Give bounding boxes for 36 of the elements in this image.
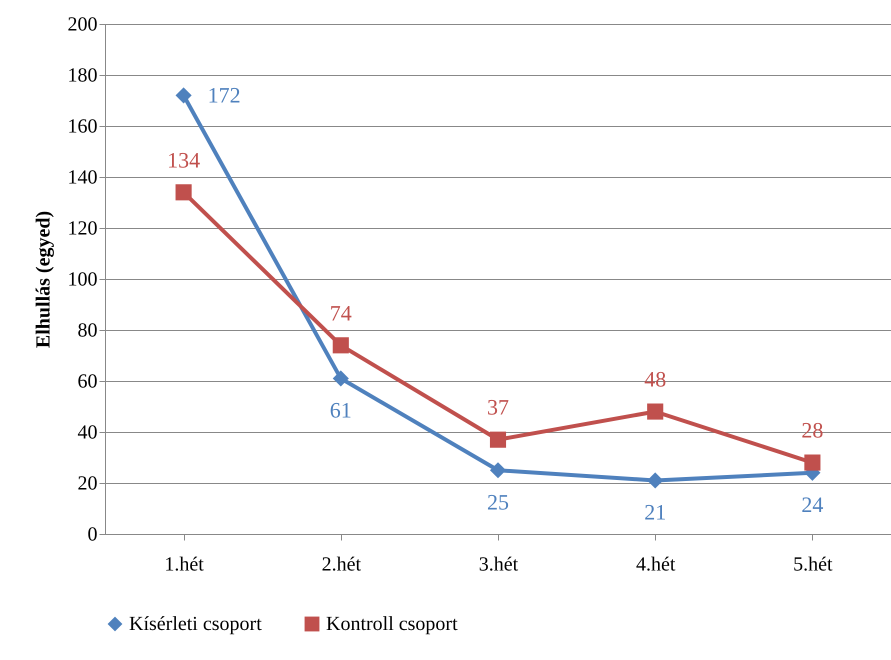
y-tick-label: 180	[68, 64, 98, 86]
data-label: 37	[487, 394, 509, 420]
y-tick-label: 120	[68, 218, 98, 240]
x-tick-label: 2.hét	[322, 554, 362, 576]
point	[176, 87, 192, 104]
y-tick-label: 160	[68, 116, 98, 138]
y-tick-label: 80	[78, 320, 98, 342]
point	[176, 184, 192, 200]
y-tick-label: 200	[68, 14, 98, 36]
point	[804, 454, 820, 471]
x-tick-label: 1.hét	[164, 554, 204, 576]
y-axis-title: Elhullás (egyed)	[32, 210, 54, 348]
point	[647, 404, 664, 420]
y-tick-label: 0	[88, 524, 98, 546]
y-tick-label: 40	[78, 422, 98, 444]
legend-label: Kontroll csoport	[326, 613, 458, 635]
point	[490, 432, 506, 448]
data-label: 21	[644, 499, 666, 524]
legend-label: Kísérleti csoport	[129, 613, 262, 635]
point	[647, 472, 664, 489]
data-label: 74	[330, 300, 352, 326]
x-tick-label: 5.hét	[793, 554, 834, 576]
data-label: 134	[167, 147, 200, 172]
point	[490, 462, 506, 478]
point	[332, 370, 349, 387]
y-tick-label: 140	[68, 166, 98, 188]
data-label: 25	[487, 489, 509, 514]
data-label: 24	[801, 492, 824, 517]
data-label: 61	[330, 397, 352, 422]
y-tick-label: 20	[78, 472, 98, 494]
x-tick-label: 3.hét	[478, 554, 519, 576]
data-label: 172	[208, 82, 241, 108]
y-tick-label: 60	[78, 370, 98, 392]
x-tick-label: 4.hét	[636, 554, 676, 576]
y-tick-label: 100	[68, 268, 98, 290]
point	[332, 337, 349, 354]
